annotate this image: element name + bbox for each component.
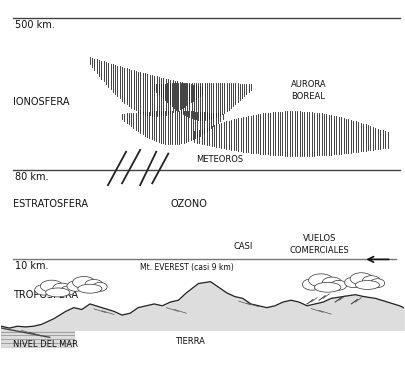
Text: METEOROS: METEOROS bbox=[196, 155, 243, 164]
Text: Mt. EVEREST (casi 9 km): Mt. EVEREST (casi 9 km) bbox=[140, 263, 233, 272]
Text: ESTRATOSFERA: ESTRATOSFERA bbox=[13, 199, 88, 209]
Ellipse shape bbox=[362, 276, 380, 285]
Ellipse shape bbox=[85, 279, 103, 289]
Text: 80 km.: 80 km. bbox=[15, 172, 49, 182]
Text: TROPOSFERA: TROPOSFERA bbox=[13, 289, 79, 300]
Text: AURORA
BOREAL: AURORA BOREAL bbox=[291, 80, 326, 101]
Text: IONOSFERA: IONOSFERA bbox=[13, 96, 70, 107]
Ellipse shape bbox=[53, 283, 70, 293]
Text: NIVEL DEL MAR: NIVEL DEL MAR bbox=[13, 340, 79, 349]
Ellipse shape bbox=[355, 280, 379, 289]
Ellipse shape bbox=[60, 286, 75, 295]
Ellipse shape bbox=[67, 281, 85, 291]
Text: TIERRA: TIERRA bbox=[175, 337, 205, 346]
Text: VUELOS
COMERCIALES: VUELOS COMERCIALES bbox=[289, 234, 349, 255]
Ellipse shape bbox=[303, 279, 322, 290]
Ellipse shape bbox=[78, 284, 102, 293]
Text: CASI: CASI bbox=[233, 242, 252, 251]
Ellipse shape bbox=[345, 277, 362, 288]
Ellipse shape bbox=[72, 276, 95, 288]
Text: 10 km.: 10 km. bbox=[15, 261, 49, 271]
Ellipse shape bbox=[370, 279, 385, 288]
Ellipse shape bbox=[331, 280, 347, 290]
Ellipse shape bbox=[40, 280, 63, 292]
Ellipse shape bbox=[93, 282, 107, 291]
Ellipse shape bbox=[309, 274, 333, 287]
Ellipse shape bbox=[314, 282, 341, 292]
Ellipse shape bbox=[350, 273, 373, 285]
Text: OZONO: OZONO bbox=[171, 199, 207, 209]
Ellipse shape bbox=[35, 285, 53, 295]
Ellipse shape bbox=[46, 288, 70, 297]
Ellipse shape bbox=[322, 277, 342, 288]
Text: 500 km.: 500 km. bbox=[15, 20, 55, 30]
